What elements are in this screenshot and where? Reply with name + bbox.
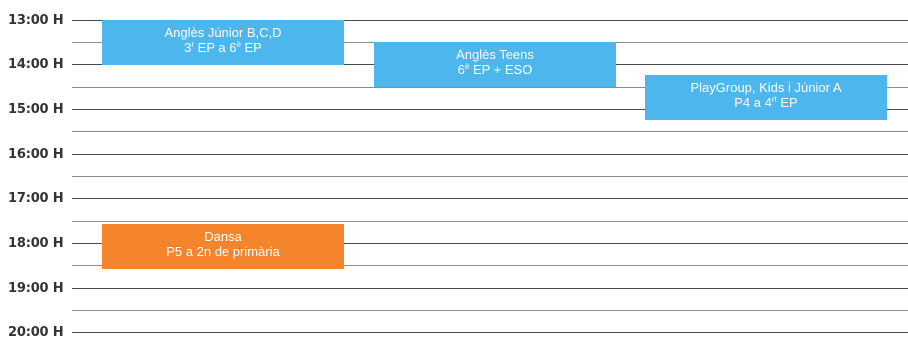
hour-line-1500 xyxy=(72,109,908,110)
event-dansa[interactable]: Dansa P5 a 2n de primària xyxy=(102,224,344,269)
time-label-1600: 16:00 H xyxy=(8,147,64,162)
half-line-1930 xyxy=(72,310,908,311)
event-angles-junior[interactable]: Anglès Júnior B,C,D 3r EP a 6è EP xyxy=(102,20,344,65)
event-angles-teens[interactable]: Anglès Teens 6è EP + ESO xyxy=(374,42,616,87)
hour-line-1300 xyxy=(72,20,908,21)
time-label-1300: 13:00 H xyxy=(8,13,64,28)
event-playgroup[interactable]: PlayGroup, Kids i Júnior A P4 a 4rt EP xyxy=(645,75,887,120)
hour-line-1700 xyxy=(72,198,908,199)
event-angles-junior-levels: 3r EP a 6è EP xyxy=(184,40,262,55)
hour-line-1600 xyxy=(72,154,908,155)
half-line-1430 xyxy=(72,87,908,88)
half-line-1530 xyxy=(72,131,908,132)
time-label-1900: 19:00 H xyxy=(8,281,64,296)
event-angles-junior-title: Anglès Júnior B,C,D xyxy=(164,25,282,40)
time-label-2000: 20:00 H xyxy=(8,325,64,340)
half-line-1630 xyxy=(72,176,908,177)
event-angles-teens-levels: 6è EP + ESO xyxy=(457,62,533,77)
hour-line-1900 xyxy=(72,288,908,289)
event-dansa-title: Dansa xyxy=(204,229,242,244)
time-label-1400: 14:00 H xyxy=(8,57,64,72)
hour-line-2000 xyxy=(72,332,908,333)
event-angles-teens-title: Anglès Teens xyxy=(456,47,534,62)
time-label-1500: 15:00 H xyxy=(8,102,64,117)
hour-line-1800 xyxy=(72,243,908,244)
time-label-1800: 18:00 H xyxy=(8,236,64,251)
half-line-1730 xyxy=(72,221,908,222)
time-label-1700: 17:00 H xyxy=(8,191,64,206)
event-playgroup-title: PlayGroup, Kids i Júnior A xyxy=(690,80,842,95)
event-playgroup-levels: P4 a 4rt EP xyxy=(734,95,798,110)
half-line-1830 xyxy=(72,265,908,266)
event-dansa-levels: P5 a 2n de primària xyxy=(166,244,280,259)
